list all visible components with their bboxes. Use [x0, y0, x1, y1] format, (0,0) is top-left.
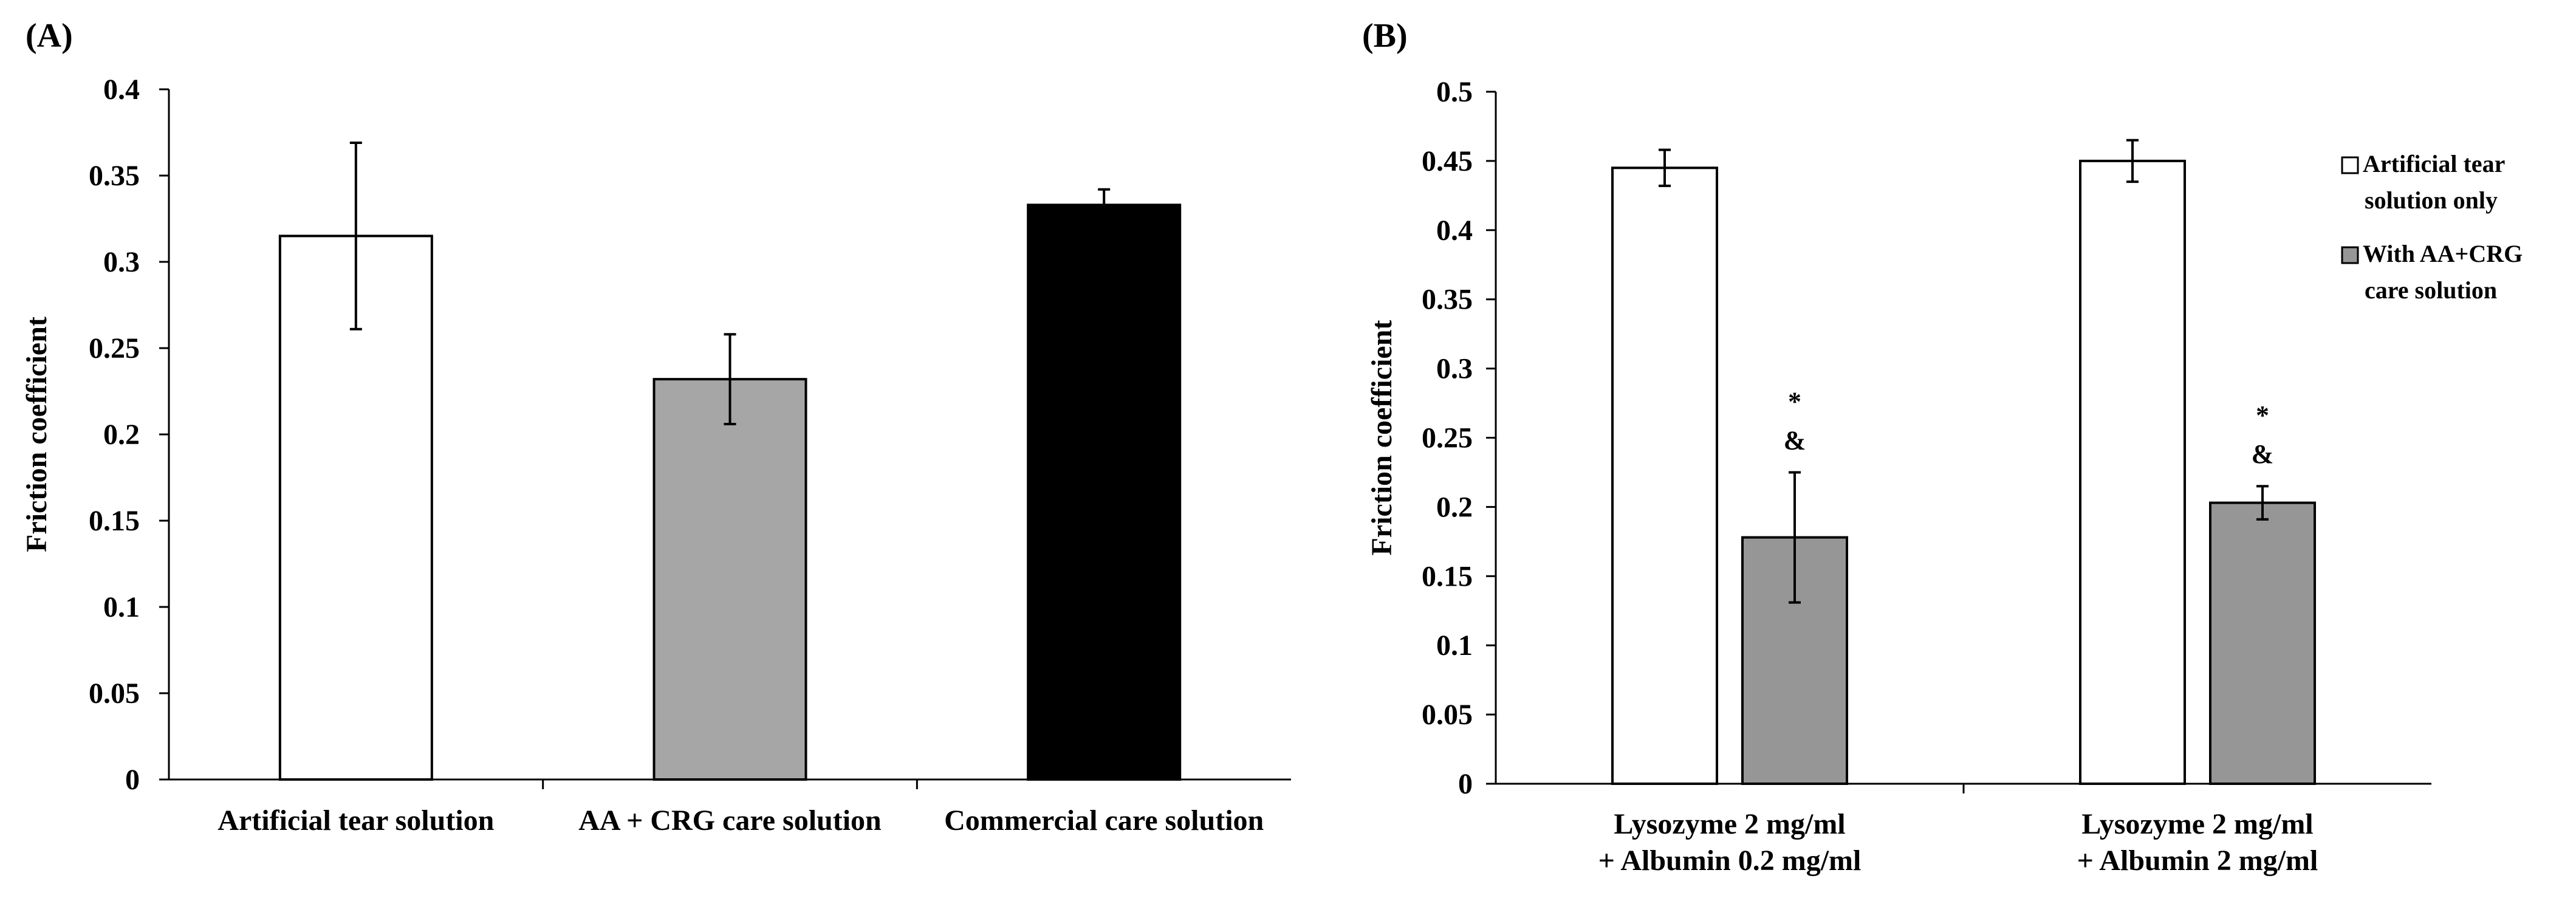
y-tick-label-b: 0.35	[1422, 284, 1473, 316]
significance-mark-1-2: &	[1784, 425, 1806, 455]
category-label-a-2: AA + CRG care solution	[578, 804, 881, 837]
y-axis-label-b: Friction coefficient	[1366, 320, 1398, 556]
y-tick-label-a: 0.35	[89, 160, 140, 192]
y-tick-label-a: 0.25	[89, 332, 140, 365]
significance-mark-1-1: *	[1788, 386, 1801, 416]
y-tick-label-b: 0.25	[1422, 422, 1473, 454]
legend-label-2-line-2: care solution	[2365, 276, 2497, 304]
y-tick-label-b: 0.15	[1422, 560, 1473, 592]
panel-a-chart: (A) 0 0.05 0.1 0.15 0.2 0.25 0.3 0.35 0.4 Friction…	[21, 17, 1291, 837]
y-tick-label-a: 0.4	[103, 74, 140, 106]
category-label-a-1: Artificial tear solution	[218, 804, 494, 837]
panel-label-b: (B)	[1362, 17, 1408, 55]
y-tick-label-b: 0.2	[1436, 491, 1473, 523]
category-label-b-1-line-1: Lysozyme 2 mg/ml	[1614, 808, 1845, 840]
category-label-b-1-line-2: + Albumin 0.2 mg/ml	[1598, 844, 1862, 877]
legend-label-2-line-1: With AA+CRG	[2363, 240, 2523, 267]
y-tick-label-b: 0.05	[1422, 699, 1473, 731]
y-tick-label-b: 0.4	[1436, 214, 1473, 247]
category-label-b-2-line-1: Lysozyme 2 mg/ml	[2081, 808, 2313, 840]
bar-b-cat1-series1	[1611, 166, 1718, 786]
bar-a-2	[653, 378, 807, 781]
bar-b-cat2-series1	[2079, 159, 2186, 785]
legend-swatch-2	[2341, 246, 2359, 264]
y-tick-label-a: 0.05	[89, 677, 140, 710]
y-tick-label-a: 0.3	[103, 246, 140, 278]
y-tick-label-b: 0.1	[1436, 629, 1473, 662]
significance-mark-2-2: &	[2252, 439, 2274, 469]
y-axis-label-a: Friction coefficient	[21, 317, 53, 552]
significance-mark-2-1: *	[2256, 400, 2269, 430]
y-tick-label-b: 0.5	[1436, 76, 1473, 108]
category-label-a-3: Commercial care solution	[944, 804, 1264, 837]
bar-b-cat2-series2	[2209, 501, 2316, 785]
legend-swatch-1	[2341, 156, 2359, 174]
bar-a-3	[1027, 204, 1182, 781]
legend-label-1-line-1: Artificial tear	[2363, 150, 2505, 177]
y-tick-label-a: 0	[125, 764, 140, 796]
y-tick-label-b: 0	[1458, 768, 1473, 800]
legend-label-1-line-2: solution only	[2365, 187, 2498, 214]
y-tick-label-a: 0.15	[89, 505, 140, 537]
y-tick-label-b: 0.45	[1422, 145, 1473, 177]
y-tick-label-a: 0.1	[103, 591, 140, 623]
y-tick-label-b: 0.3	[1436, 353, 1473, 385]
y-tick-label-a: 0.2	[103, 419, 140, 451]
panel-b-chart: (B) 0 0.05 0.1 0.15 0.2 0.25 0.3 0.35 0.4 0.45 0.5 F…	[1362, 17, 2523, 877]
panel-label-a: (A)	[26, 17, 73, 55]
category-label-b-2-line-2: + Albumin 2 mg/ml	[2077, 844, 2318, 877]
